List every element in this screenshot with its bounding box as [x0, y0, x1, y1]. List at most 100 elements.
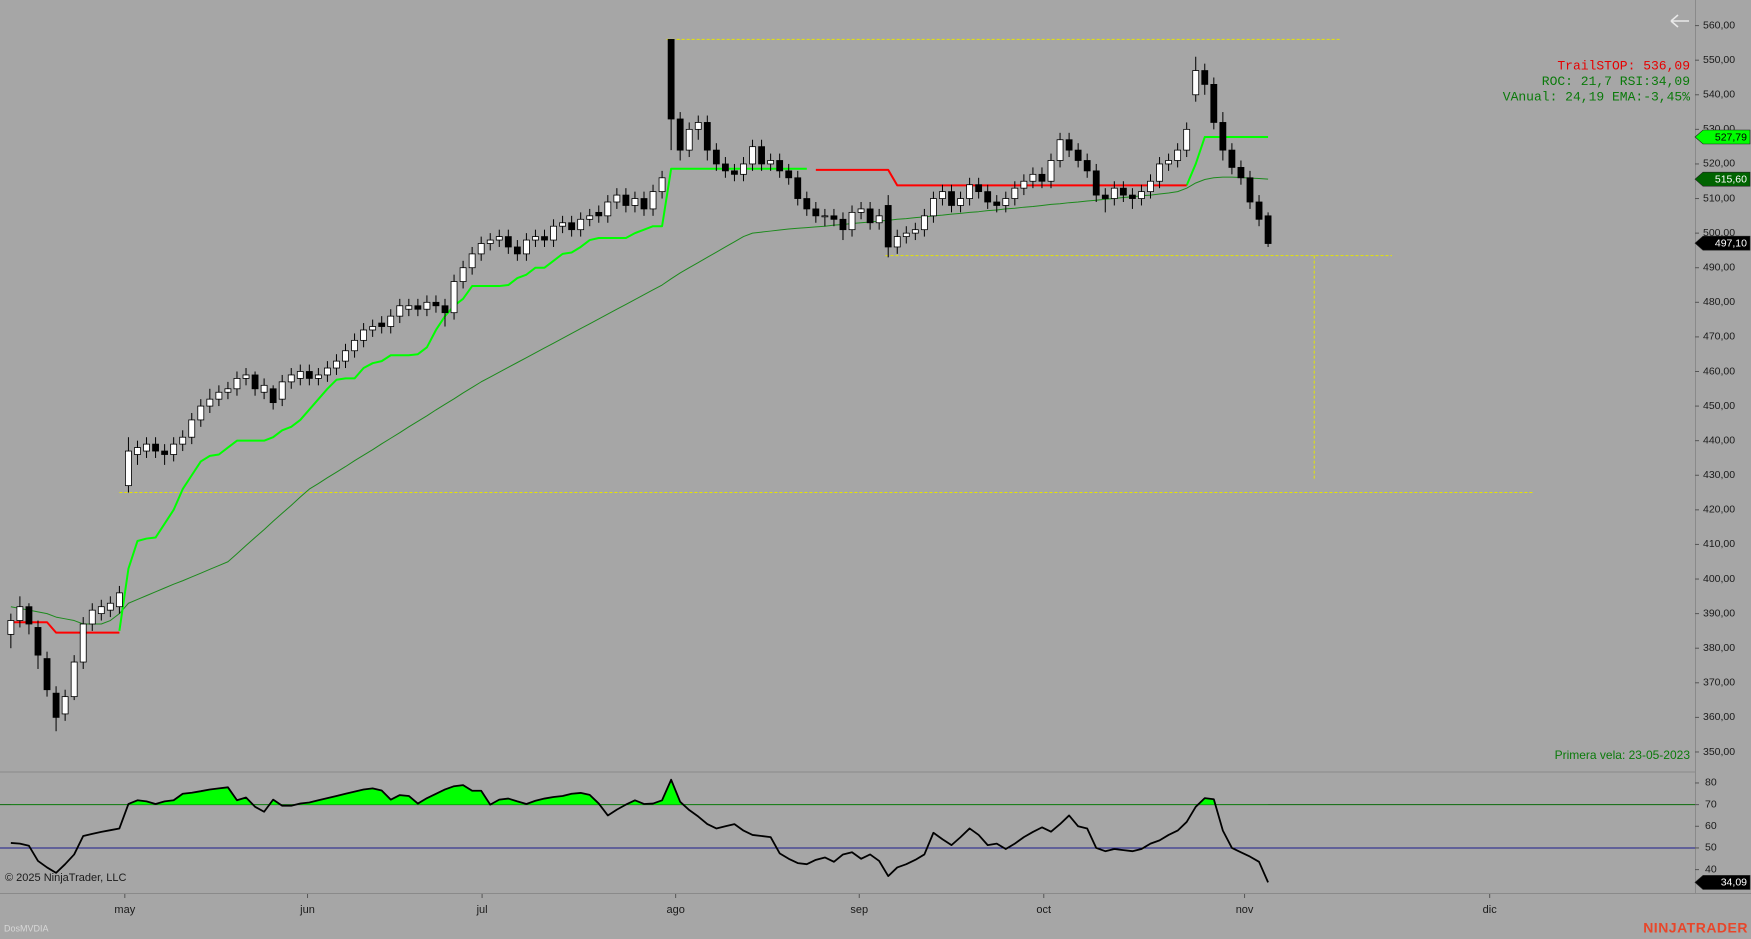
trail-stop-line	[118, 136, 1269, 632]
candle-body	[794, 177, 802, 199]
candle-body	[703, 122, 711, 151]
candle-body	[314, 374, 322, 379]
y-tick-label: 480,00	[1703, 296, 1735, 308]
candle-body	[396, 305, 404, 317]
candle-body	[622, 194, 630, 206]
candle-body	[776, 160, 784, 172]
y-tick-label: 490,00	[1703, 262, 1735, 274]
candle-body	[269, 388, 277, 404]
candle-body	[712, 149, 720, 165]
candle-body	[812, 208, 820, 217]
back-arrow[interactable]	[1670, 14, 1689, 28]
candle-body	[902, 232, 910, 237]
candle-body	[1192, 70, 1200, 96]
candle-body	[260, 384, 268, 393]
candle-body	[423, 301, 431, 310]
candle-body	[1083, 160, 1091, 172]
candle-body	[233, 378, 241, 390]
candle-body	[468, 253, 476, 269]
candle-body	[70, 661, 78, 698]
candle-body	[459, 267, 467, 282]
brand-logo: NINJATRADER	[1643, 920, 1748, 936]
candle-body	[631, 198, 639, 206]
candle-body	[613, 194, 621, 203]
y-tick-label: 510,00	[1703, 192, 1735, 204]
candle-body	[731, 170, 738, 175]
candle-body	[1147, 180, 1154, 193]
y-tick-label: 440,00	[1703, 434, 1735, 446]
candle-body	[351, 339, 358, 352]
candle-body	[930, 198, 937, 217]
candle-body	[839, 218, 847, 231]
candle-body	[640, 198, 648, 210]
account-name: DosMVDIA	[4, 923, 49, 933]
candle-body	[152, 443, 159, 452]
candle-body	[305, 371, 313, 379]
candle-body	[1119, 187, 1127, 196]
y-tick-label: 400,00	[1703, 573, 1735, 585]
y-tick-label: 360,00	[1703, 711, 1735, 723]
candle-body	[1129, 194, 1136, 199]
candle-body	[785, 170, 793, 179]
candle-body	[61, 696, 69, 715]
candle-body	[513, 246, 521, 255]
candle-body	[1255, 201, 1263, 220]
candle-body	[667, 39, 675, 120]
candle-body	[649, 191, 657, 210]
y-tick-label: 540,00	[1703, 89, 1735, 101]
candle-body	[1138, 191, 1145, 199]
candle-body	[414, 305, 422, 310]
candle-body	[224, 388, 232, 393]
y-tick-label: 60	[1705, 820, 1717, 832]
candle-body	[25, 606, 33, 625]
candle-body	[721, 163, 729, 172]
candle-body	[957, 198, 964, 206]
candle-body	[88, 609, 96, 625]
info-line: VAnual: 24,19 EMA:-3,45%	[1503, 89, 1690, 104]
candle-body	[694, 122, 702, 130]
candle-body	[287, 374, 295, 383]
x-tick-label: jul	[476, 904, 488, 916]
x-tick-label: oct	[1036, 904, 1051, 916]
candle-body	[1101, 194, 1109, 199]
candle-body	[1047, 160, 1055, 182]
candle-body	[993, 201, 1001, 206]
candle-body	[143, 443, 150, 452]
candle-body	[79, 623, 87, 663]
candle-body	[532, 236, 539, 241]
x-tick-label: nov	[1236, 904, 1254, 916]
candle-body	[360, 329, 368, 341]
y-tick-label: 560,00	[1703, 19, 1735, 31]
candle-body	[740, 163, 747, 175]
candle-body	[387, 315, 395, 327]
y-tick-label: 550,00	[1703, 54, 1735, 66]
x-tick-label: ago	[666, 904, 684, 916]
x-tick-label: sep	[850, 904, 868, 916]
candle-body	[920, 215, 928, 231]
candle-body	[206, 398, 214, 407]
candle-body	[16, 606, 24, 621]
candle-body	[125, 450, 132, 487]
info-line: TrailSTOP: 536,09	[1557, 58, 1690, 73]
candle-body	[115, 592, 123, 608]
y-tick-label: 410,00	[1703, 538, 1735, 550]
candle-body	[369, 326, 377, 331]
candle-body	[1228, 149, 1236, 168]
candle-body	[441, 305, 449, 314]
price-panel	[7, 38, 1534, 732]
price-tag-label: 497,10	[1715, 237, 1747, 249]
candle-body	[821, 215, 829, 218]
candle-body	[1165, 160, 1172, 165]
candle-body	[1092, 170, 1100, 196]
candle-body	[848, 211, 856, 231]
y-tick-label: 460,00	[1703, 365, 1735, 377]
candle-body	[984, 191, 992, 203]
candle-body	[1065, 139, 1073, 151]
candle-body	[658, 177, 666, 193]
y-tick-label: 390,00	[1703, 607, 1735, 619]
copyright: © 2025 NinjaTrader, LLC	[5, 872, 126, 884]
candle-body	[477, 243, 485, 255]
candle-body	[324, 367, 331, 376]
